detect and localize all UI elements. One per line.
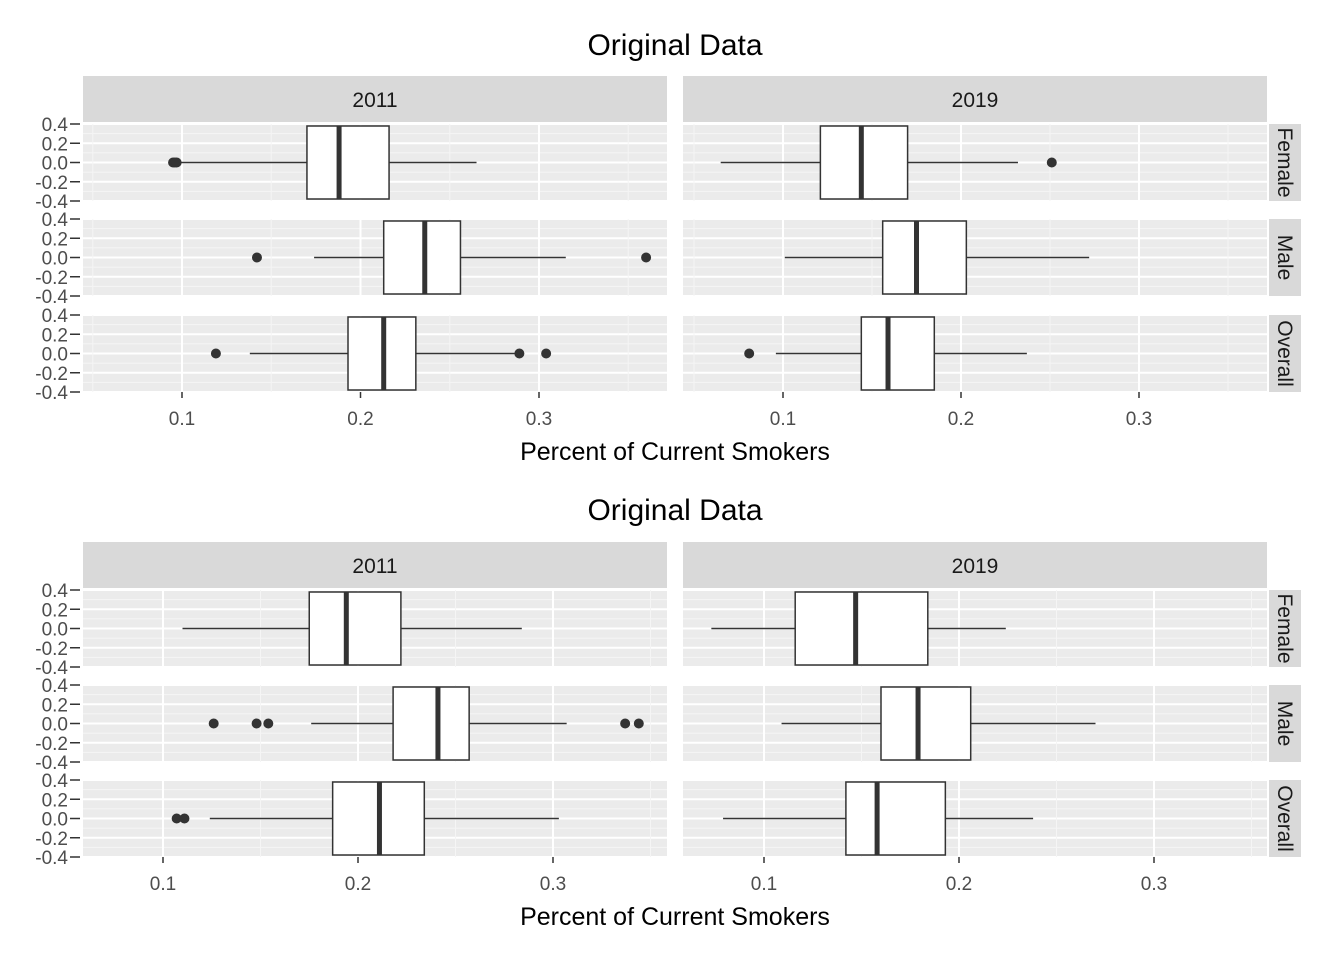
- box-iqr: [306, 125, 390, 200]
- outlier-point: [171, 157, 182, 168]
- x-tick-label: 0.3: [1141, 874, 1167, 895]
- chart-title: Original Data: [587, 29, 762, 62]
- facet-label-row: Male: [1273, 701, 1296, 747]
- y-tick-label: -0.4: [35, 192, 68, 213]
- facet-label-row: Female: [1273, 127, 1296, 197]
- y-tick-label: -0.2: [35, 639, 68, 660]
- y-tick-label: -0.2: [35, 173, 68, 194]
- x-tick-label: 0.1: [150, 874, 176, 895]
- facet-label-row: Overall: [1273, 785, 1296, 852]
- outlier-point: [210, 348, 221, 359]
- y-tick-label: 0.4: [42, 676, 69, 697]
- x-tick-label: 0.1: [751, 874, 777, 895]
- y-tick-label: -0.2: [35, 268, 68, 289]
- y-tick-label: 0.0: [42, 345, 68, 366]
- facet-strip-row: [1269, 780, 1301, 857]
- facet-strip-row: [1269, 685, 1301, 762]
- box-iqr: [819, 125, 909, 200]
- y-tick-label: 0.0: [42, 810, 68, 831]
- y-tick-label: 0.0: [42, 620, 68, 641]
- x-axis-label: Percent of Current Smokers: [520, 903, 830, 931]
- y-tick-label: -0.2: [35, 734, 68, 755]
- y-tick-label: 0.4: [42, 771, 69, 792]
- facet-label-column: 2019: [952, 89, 999, 112]
- outlier-point: [744, 348, 755, 359]
- y-tick-label: 0.0: [42, 715, 68, 736]
- x-tick-label: 0.1: [169, 409, 195, 430]
- y-tick-label: 0.2: [42, 790, 68, 811]
- box-iqr: [860, 316, 936, 391]
- facet-label-column: 2011: [352, 555, 397, 578]
- outlier-point: [208, 718, 219, 729]
- x-tick-label: 0.3: [526, 409, 552, 430]
- facet-strip-column: [683, 542, 1267, 588]
- box-iqr: [845, 781, 947, 856]
- facet-strip-row: [1269, 590, 1301, 667]
- x-tick-label: 0.3: [1126, 409, 1152, 430]
- outlier-point: [263, 718, 274, 729]
- y-tick-label: -0.2: [35, 364, 68, 385]
- y-tick-label: 0.2: [42, 600, 68, 621]
- outlier-point: [641, 252, 652, 263]
- x-tick-label: 0.2: [946, 874, 972, 895]
- y-tick-label: 0.4: [42, 306, 69, 327]
- chart-title: Original Data: [587, 494, 762, 527]
- facet-label-row: Overall: [1273, 320, 1296, 387]
- y-tick-label: 0.2: [42, 134, 68, 155]
- y-tick-label: 0.2: [42, 325, 68, 346]
- y-tick-label: -0.4: [35, 658, 68, 679]
- outlier-point: [633, 718, 644, 729]
- box-iqr: [881, 220, 968, 295]
- facet-label-column: 2011: [352, 89, 397, 112]
- outlier-point: [1046, 157, 1057, 168]
- y-tick-label: 0.4: [42, 210, 69, 231]
- outlier-point: [541, 348, 552, 359]
- y-tick-label: 0.2: [42, 695, 68, 716]
- facet-strip-column: [83, 76, 667, 122]
- box-iqr: [382, 220, 462, 295]
- facet-strip-row: [1269, 315, 1301, 392]
- facet-label-row: Female: [1273, 593, 1296, 663]
- y-tick-label: -0.4: [35, 383, 68, 404]
- y-tick-label: -0.2: [35, 829, 68, 850]
- box-iqr: [880, 686, 972, 761]
- outlier-point: [514, 348, 525, 359]
- y-tick-label: 0.0: [42, 249, 68, 270]
- facet-strip-column: [83, 542, 667, 588]
- y-tick-label: 0.0: [42, 154, 68, 175]
- y-tick-label: -0.4: [35, 848, 68, 869]
- y-tick-label: -0.4: [35, 753, 68, 774]
- facet-label-column: 2019: [952, 555, 999, 578]
- outlier-point: [620, 718, 631, 729]
- y-tick-label: -0.4: [35, 287, 68, 308]
- x-tick-label: 0.1: [770, 409, 796, 430]
- box-iqr: [308, 591, 402, 666]
- x-tick-label: 0.2: [345, 874, 371, 895]
- facet-strip-row: [1269, 124, 1301, 201]
- box-iqr: [392, 686, 470, 761]
- facet-label-row: Male: [1273, 235, 1296, 281]
- x-axis-label: Percent of Current Smokers: [520, 438, 830, 466]
- outlier-point: [171, 813, 182, 824]
- y-tick-label: 0.4: [42, 581, 69, 602]
- y-tick-label: 0.4: [42, 115, 69, 136]
- facet-strip-row: [1269, 219, 1301, 296]
- facet-strip-column: [683, 76, 1267, 122]
- outlier-point: [251, 252, 262, 263]
- outlier-point: [179, 813, 190, 824]
- x-tick-label: 0.2: [948, 409, 974, 430]
- outlier-point: [251, 718, 262, 729]
- x-tick-label: 0.2: [347, 409, 373, 430]
- box-iqr: [794, 591, 929, 666]
- x-tick-label: 0.3: [540, 874, 566, 895]
- y-tick-label: 0.2: [42, 229, 68, 250]
